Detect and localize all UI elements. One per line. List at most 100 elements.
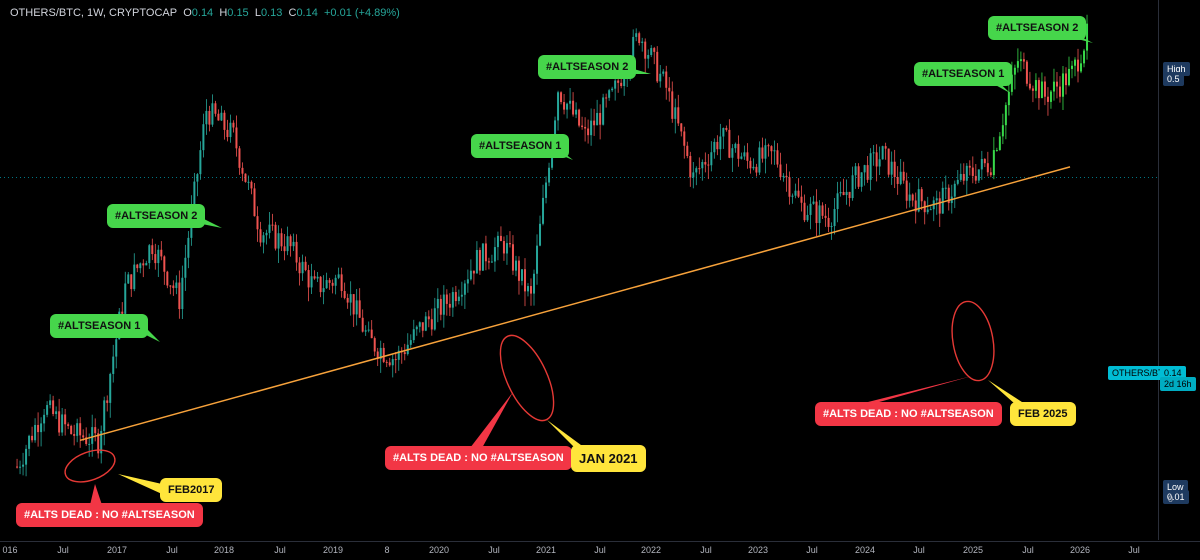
candle (463, 280, 466, 309)
candle (572, 92, 575, 117)
candle (581, 116, 584, 130)
candle (409, 334, 412, 349)
candle (76, 418, 79, 443)
support-trendline[interactable] (79, 166, 1071, 442)
candle (514, 255, 517, 277)
candle (857, 163, 860, 189)
x-tick-label: Jul (166, 545, 178, 555)
candle (325, 272, 328, 289)
candle (599, 104, 602, 140)
candle (301, 254, 304, 281)
candle (490, 254, 493, 263)
candle (406, 333, 409, 356)
candle (304, 256, 307, 272)
candle (382, 343, 385, 364)
candle (1007, 81, 1010, 116)
candle (839, 181, 842, 197)
candle (367, 321, 370, 333)
candle (49, 394, 52, 409)
candle (833, 197, 836, 235)
candle (520, 269, 523, 286)
candle (983, 158, 986, 168)
candle (241, 162, 244, 182)
x-tick-label: 2020 (428, 545, 450, 555)
candle (235, 115, 238, 157)
candle (782, 173, 785, 182)
candle (391, 354, 394, 378)
candle (247, 175, 250, 191)
candle (1040, 72, 1043, 99)
x-tick-label: 2017 (106, 545, 128, 555)
candle (400, 347, 403, 364)
candle (142, 259, 145, 278)
candle (815, 189, 818, 237)
candle (160, 241, 163, 261)
alts-dead-2016-callout: #ALTS DEAD : NO #ALTSEASON (16, 503, 203, 527)
candle (536, 234, 539, 285)
candle (298, 257, 301, 286)
candle (887, 148, 890, 178)
candle (214, 100, 217, 117)
x-tick-label: 2023 (747, 545, 769, 555)
candle (130, 274, 133, 297)
candle (70, 424, 73, 435)
candle (199, 141, 202, 180)
candle (1013, 64, 1016, 90)
candle (55, 406, 58, 420)
candle (566, 102, 569, 119)
candle (818, 200, 821, 235)
close-value: 0.14 (296, 7, 318, 19)
candle (542, 184, 545, 226)
candle (67, 422, 70, 430)
x-tick-label: 2025 (962, 545, 984, 555)
candle (271, 213, 274, 231)
candle (836, 181, 839, 223)
zero-tick: 0 (1168, 494, 1174, 504)
candle (133, 253, 136, 292)
candle (217, 109, 220, 121)
candle (737, 135, 740, 167)
candle (262, 232, 265, 254)
candle (1031, 85, 1034, 103)
candle (205, 99, 208, 135)
x-tick-label: Jul (806, 545, 818, 555)
candle (499, 226, 502, 242)
candle (1016, 48, 1019, 73)
high-tag-value: 0.5 (1163, 72, 1184, 86)
callout-pointer (118, 474, 162, 494)
x-tick-label: 016 (2, 545, 18, 555)
x-tick-label: Jul (488, 545, 500, 555)
candle (929, 206, 932, 211)
candle (704, 152, 707, 173)
candle (316, 272, 319, 283)
candle (43, 409, 46, 432)
candle (971, 156, 974, 184)
candle (968, 160, 971, 176)
countdown-tag: 2d 16h (1160, 377, 1196, 391)
candle (764, 138, 767, 174)
candle (977, 169, 980, 183)
candle (767, 143, 770, 157)
candle (100, 425, 103, 464)
candle (166, 270, 169, 289)
candle (923, 200, 926, 225)
candle (232, 120, 235, 133)
candle (647, 49, 650, 69)
symbol-header: OTHERS/BTC, 1W, CRYPTOCAP O0.14 H0.15 L0… (10, 7, 400, 19)
candle (920, 186, 923, 211)
candle (575, 102, 578, 119)
callout-pointer (860, 376, 972, 404)
candle (220, 105, 223, 121)
candle (22, 452, 25, 476)
candle (319, 276, 322, 298)
candle (653, 46, 656, 65)
candle (698, 157, 701, 175)
candle (481, 243, 484, 271)
x-tick-label: Jul (274, 545, 286, 555)
high-tag: High 0.5 (1163, 62, 1200, 86)
candle (124, 271, 127, 318)
candle (893, 149, 896, 189)
jan2021-callout: JAN 2021 (571, 445, 646, 472)
candle (827, 207, 830, 232)
